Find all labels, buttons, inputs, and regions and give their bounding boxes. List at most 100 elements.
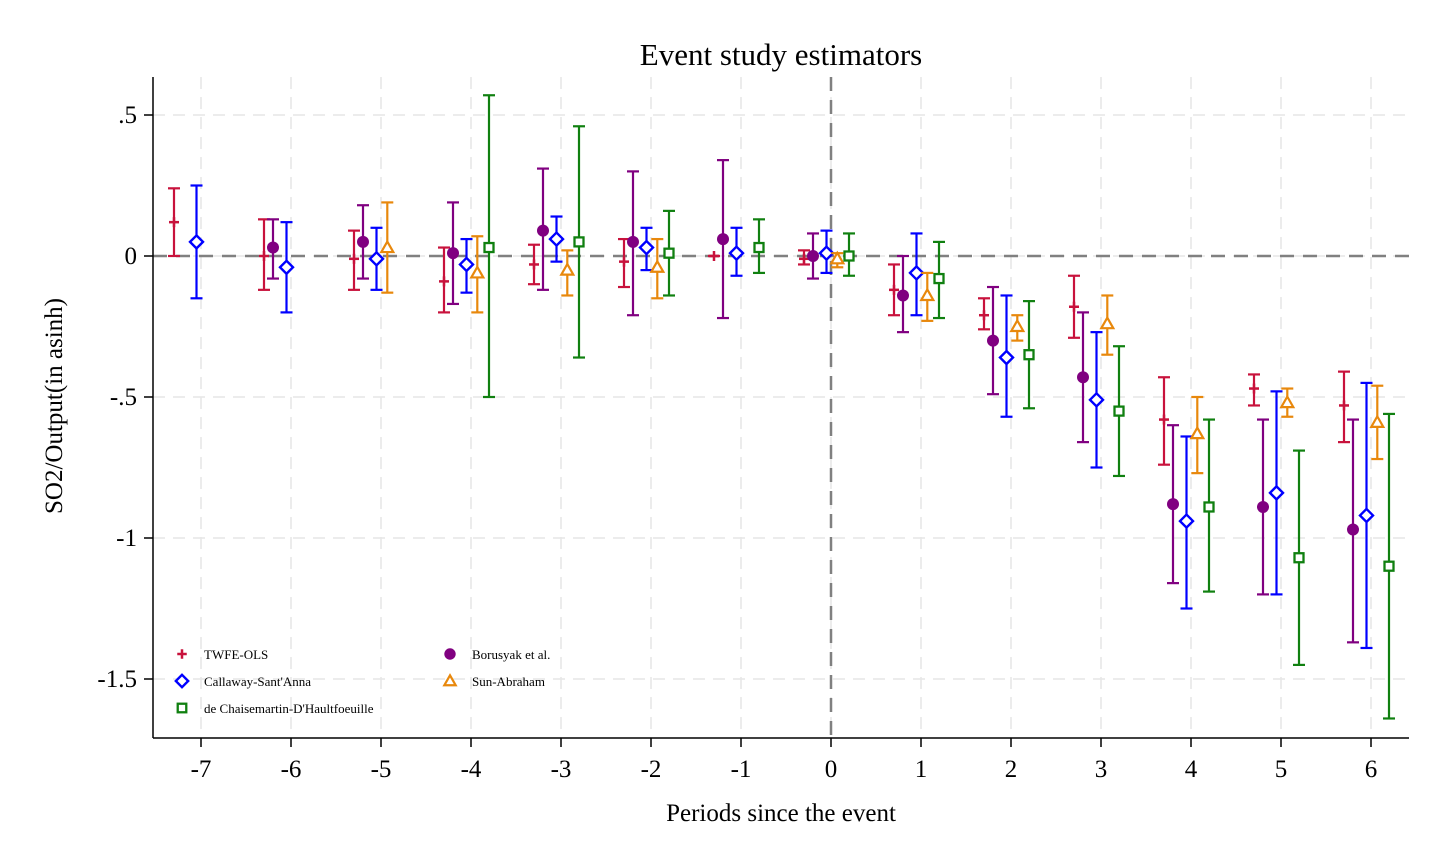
plus-marker bbox=[1249, 383, 1259, 394]
legend-item: Callaway-Sant'Anna bbox=[174, 673, 311, 689]
circle-marker bbox=[267, 241, 279, 254]
circle-marker bbox=[717, 233, 729, 246]
x-tick-label: 4 bbox=[1185, 756, 1198, 783]
plus-marker bbox=[1159, 414, 1169, 425]
triangle-marker bbox=[919, 287, 936, 302]
legend-item: Sun-Abraham bbox=[442, 673, 545, 689]
diamond-marker bbox=[368, 250, 385, 268]
triangle-marker bbox=[442, 673, 458, 687]
circle-marker bbox=[897, 289, 909, 302]
circle-marker bbox=[1167, 498, 1179, 511]
diamond-marker bbox=[818, 244, 835, 262]
circle-marker bbox=[807, 250, 819, 262]
y-tick-label: -1 bbox=[116, 525, 137, 552]
triangle-marker bbox=[1369, 414, 1386, 428]
square-marker bbox=[843, 250, 855, 262]
x-tick-label: 1 bbox=[915, 756, 928, 783]
circle-marker bbox=[1077, 371, 1089, 384]
plus-marker bbox=[259, 251, 269, 261]
x-tick-label: 6 bbox=[1365, 756, 1378, 783]
x-tick-label: -2 bbox=[641, 756, 662, 783]
triangle-marker bbox=[1009, 318, 1026, 333]
square-marker bbox=[1203, 501, 1215, 513]
x-tick-label: -1 bbox=[731, 756, 752, 783]
series-square bbox=[483, 94, 1395, 720]
axes bbox=[152, 77, 1409, 739]
plus-marker bbox=[709, 251, 719, 261]
plus-marker bbox=[889, 284, 899, 295]
diamond-marker bbox=[638, 239, 655, 256]
diamond-marker bbox=[278, 259, 295, 276]
diamond-marker bbox=[1088, 391, 1105, 409]
x-tick-label: 0 bbox=[825, 756, 838, 783]
plus-marker bbox=[529, 259, 539, 270]
y-tick-label: .5 bbox=[118, 102, 137, 129]
circle-marker bbox=[537, 224, 549, 237]
circle-marker bbox=[987, 334, 999, 347]
triangle-marker bbox=[829, 250, 846, 265]
plus-marker bbox=[169, 217, 179, 228]
x-tick-label: -4 bbox=[461, 756, 482, 783]
series bbox=[168, 94, 1395, 720]
diamond-marker bbox=[728, 244, 745, 262]
legend-item: de Chaisemartin-D'Haultfoeuille bbox=[176, 701, 374, 716]
plus-marker bbox=[349, 253, 359, 264]
legend-label: de Chaisemartin-D'Haultfoeuille bbox=[204, 701, 374, 716]
y-tick-label: -1.5 bbox=[97, 666, 137, 693]
x-tick-label: -6 bbox=[281, 756, 302, 783]
circle-marker bbox=[357, 235, 369, 248]
plus-marker bbox=[439, 276, 449, 287]
circle-marker bbox=[444, 648, 456, 660]
chart-title: Event study estimators bbox=[640, 37, 922, 72]
square-marker bbox=[1113, 405, 1125, 417]
x-tick-label: 3 bbox=[1095, 756, 1108, 783]
plus-marker bbox=[979, 310, 989, 321]
legend: TWFE-OLS Borusyak et al. Callaway-Sant'Ann… bbox=[174, 647, 550, 716]
diamond-marker bbox=[908, 264, 925, 282]
series-plus bbox=[168, 187, 1350, 466]
circle-marker bbox=[447, 247, 459, 260]
series-diamond bbox=[188, 184, 1375, 650]
circle-marker bbox=[627, 235, 639, 248]
triangle-marker bbox=[559, 261, 576, 276]
plus-marker bbox=[1339, 400, 1349, 411]
square-marker bbox=[573, 236, 585, 248]
square-marker bbox=[1383, 560, 1395, 572]
square-marker bbox=[1023, 349, 1035, 361]
y-tick-label: 0 bbox=[125, 243, 138, 270]
plus-marker bbox=[1069, 301, 1079, 312]
legend-label: TWFE-OLS bbox=[204, 647, 268, 662]
diamond-marker bbox=[188, 233, 205, 251]
series-circle bbox=[267, 159, 1359, 644]
triangle-marker bbox=[469, 264, 486, 279]
legend-item: Borusyak et al. bbox=[444, 647, 550, 662]
square-marker bbox=[483, 241, 495, 254]
diamond-marker bbox=[1358, 507, 1375, 524]
triangle-marker bbox=[379, 239, 396, 254]
series-triangle bbox=[379, 201, 1386, 475]
legend-label: Sun-Abraham bbox=[472, 674, 545, 689]
x-tick-label: -3 bbox=[551, 756, 572, 783]
diamond-marker bbox=[1178, 512, 1195, 530]
square-marker bbox=[176, 702, 188, 714]
triangle-marker bbox=[649, 259, 666, 273]
square-marker bbox=[663, 247, 675, 259]
y-tick-label: -.5 bbox=[110, 384, 137, 411]
diamond-marker bbox=[998, 349, 1015, 366]
triangle-marker bbox=[1279, 394, 1296, 409]
square-marker bbox=[1293, 552, 1305, 564]
y-axis-label: SO2/Output(in asinh) bbox=[41, 298, 68, 514]
x-tick-label: 2 bbox=[1005, 756, 1018, 783]
tick-labels: -7 -6 -5 -4 -3 -2 -1 0 1 2 3 4 5 6 .5 0 -.5 -1 -1.5 bbox=[97, 102, 1377, 783]
circle-marker bbox=[1257, 500, 1269, 513]
plus-marker bbox=[177, 649, 187, 659]
square-marker bbox=[933, 272, 945, 285]
plus-marker bbox=[619, 256, 629, 267]
x-tick-label: 5 bbox=[1275, 756, 1288, 783]
x-tick-label: -5 bbox=[371, 756, 392, 783]
legend-label: Borusyak et al. bbox=[472, 647, 550, 662]
diamond-marker bbox=[458, 256, 475, 273]
x-tick-label: -7 bbox=[191, 756, 212, 783]
